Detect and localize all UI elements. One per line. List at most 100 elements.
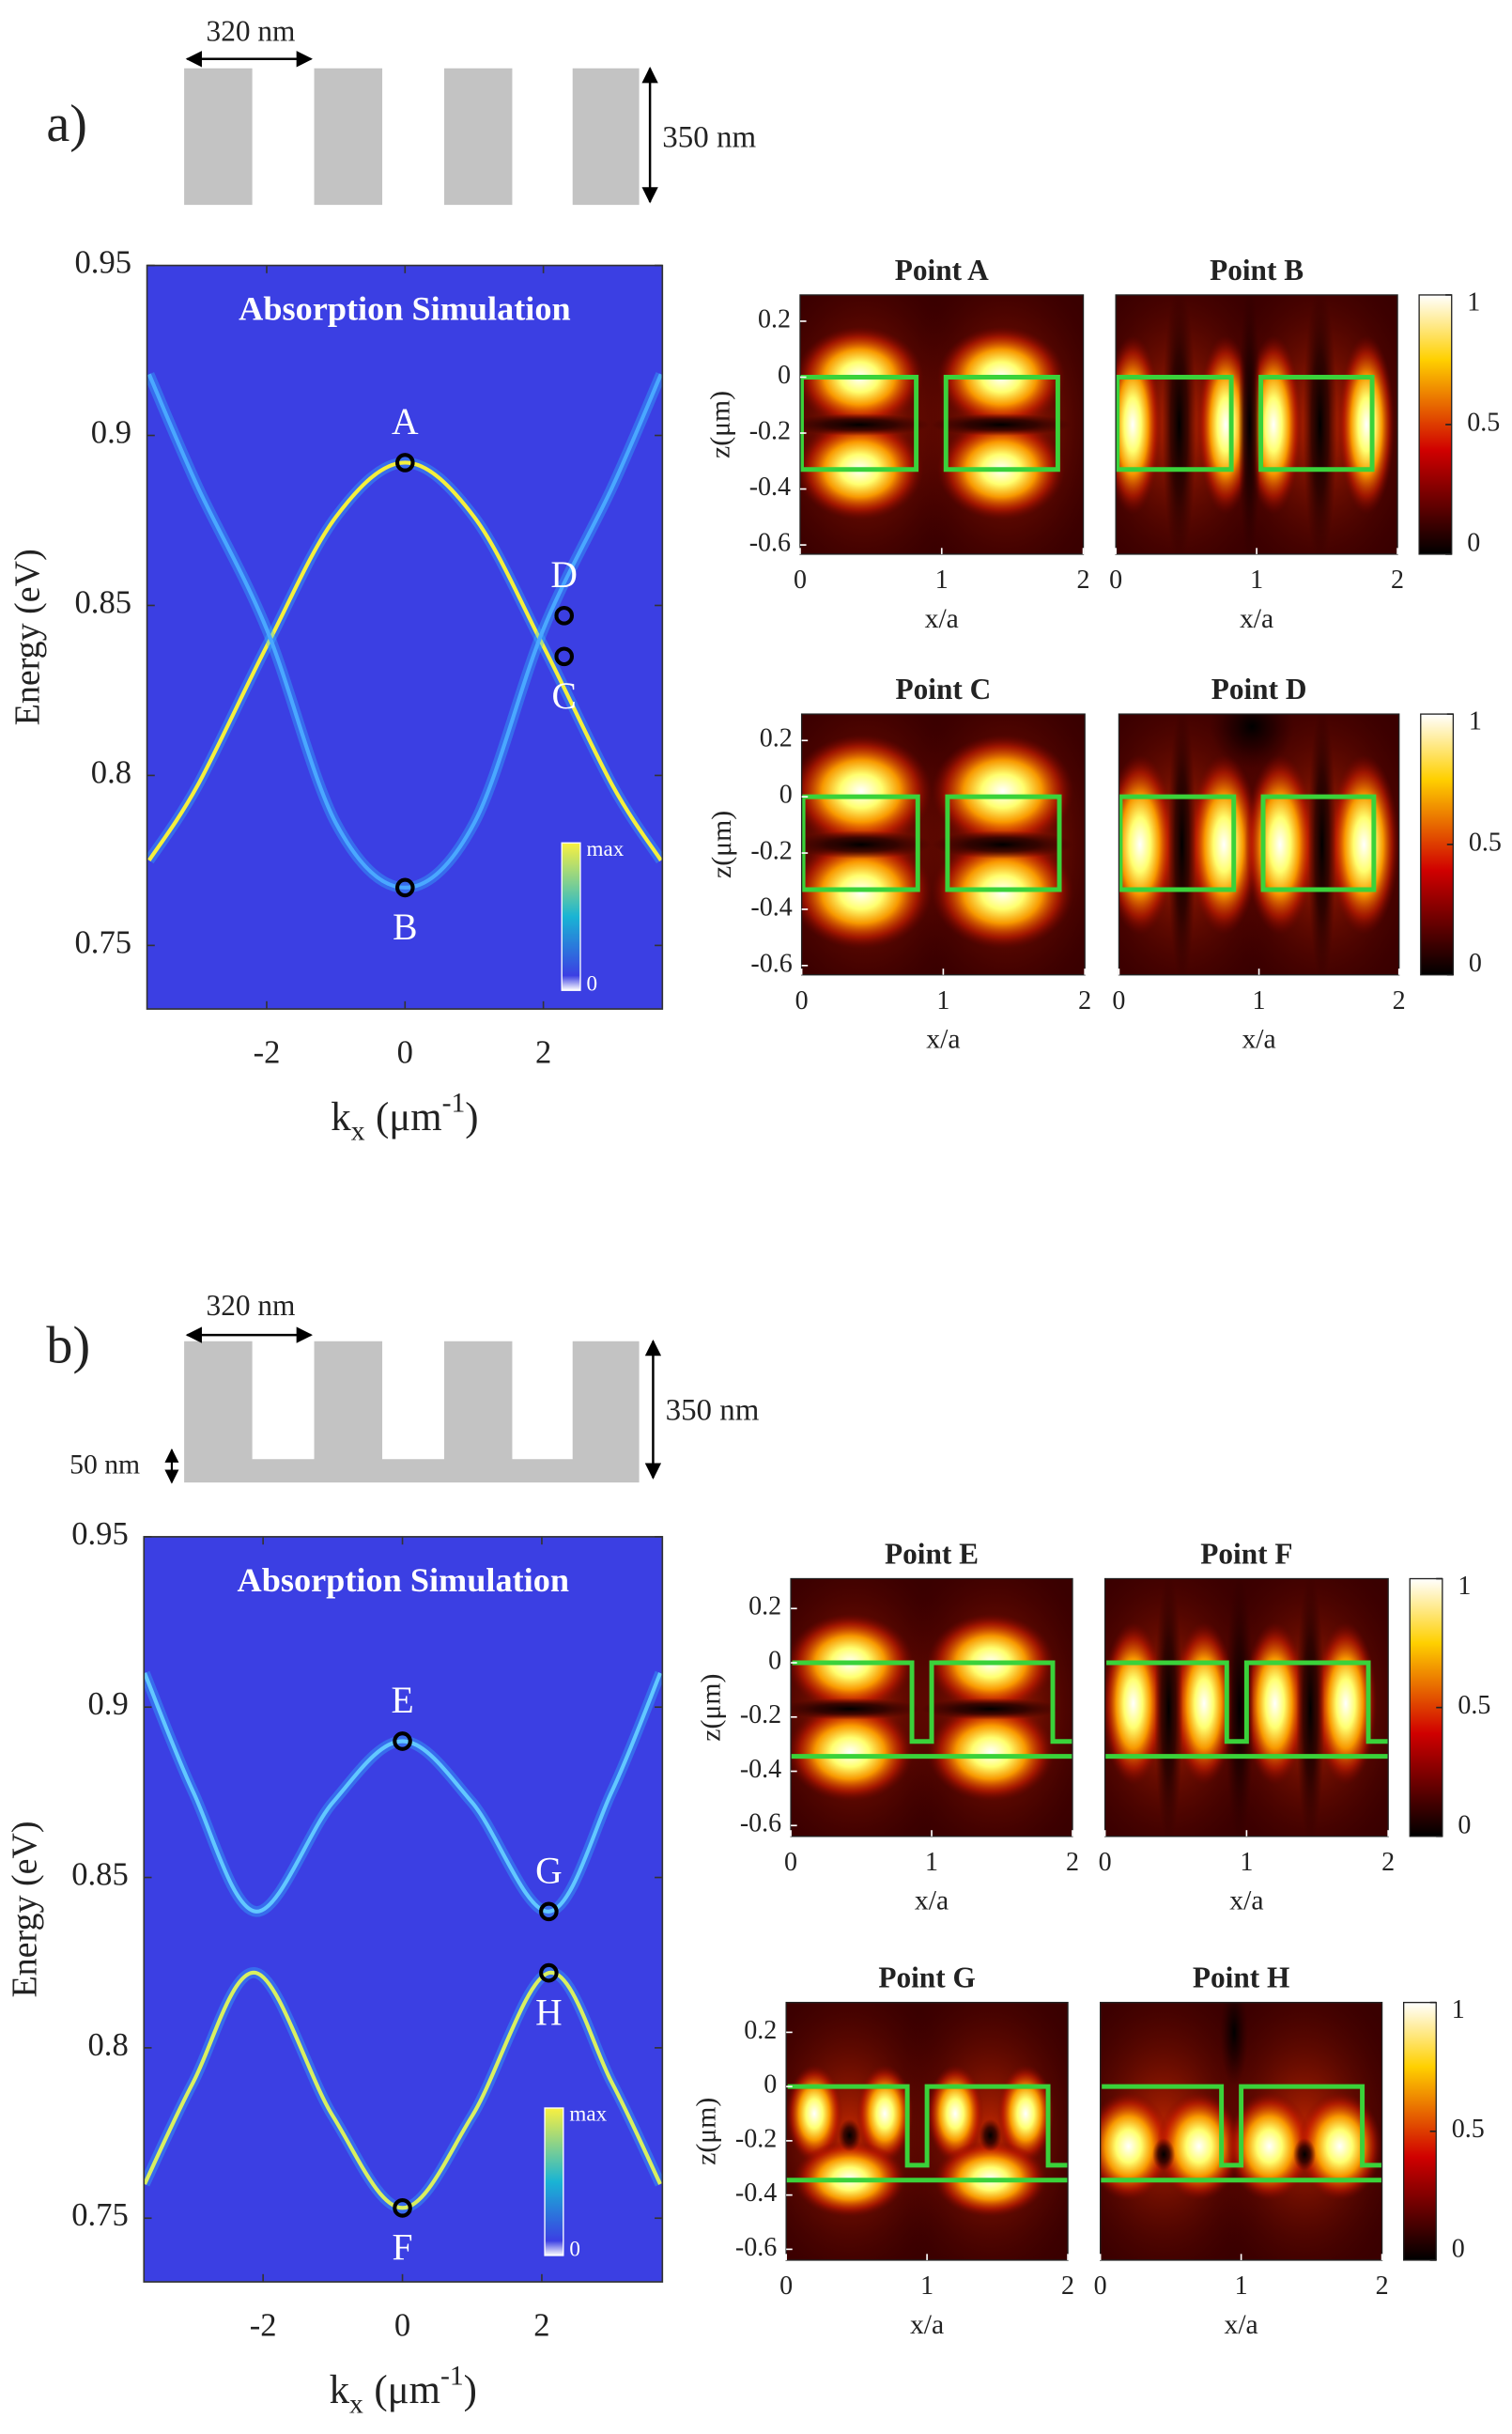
structure-outline <box>1100 2084 1382 2183</box>
y-tick-label: 0.9 <box>88 1686 129 1722</box>
y-tick-label: 0 <box>768 1646 781 1675</box>
x-axis-label: x/a <box>926 1025 960 1055</box>
colorbar-tick-label: 0.5 <box>1452 2115 1485 2144</box>
colorbar-tick-label: 0.5 <box>1469 828 1502 857</box>
colorbar-tick-label: 0 <box>1467 528 1480 557</box>
field-node <box>1238 294 1261 554</box>
structure-outline <box>801 794 1062 892</box>
x-tick-label: 2 <box>533 2308 549 2344</box>
field-node <box>932 830 1074 860</box>
field-lobe <box>932 836 1074 949</box>
x-axis-label: x/a <box>925 604 959 634</box>
colorbar-label: max <box>587 836 625 860</box>
band-line <box>147 460 663 862</box>
field-map <box>1119 714 1399 975</box>
x-tick-label: 1 <box>1240 1848 1253 1877</box>
x-axis-label-part: -1 <box>440 2361 464 2391</box>
field-lobe <box>1244 754 1316 935</box>
field-map <box>1116 294 1398 554</box>
x-axis-label: x/a <box>910 2310 944 2340</box>
field-lobe <box>927 2065 984 2163</box>
field-node <box>1167 714 1196 975</box>
x-tick-label: 2 <box>1391 566 1404 595</box>
point-marker <box>393 2198 412 2218</box>
x-tick-label: 0 <box>1112 986 1125 1015</box>
band-line <box>147 373 663 890</box>
x-tick-label: 2 <box>1078 986 1091 1015</box>
x-tick-label: 0 <box>394 2308 410 2344</box>
point-label: H <box>535 1992 563 2033</box>
x-axis-label: x/a <box>1225 2310 1258 2340</box>
x-axis-label-part: x <box>351 1116 365 1146</box>
x-axis-label-part: (μm <box>374 2368 440 2412</box>
diagram-a: a) 320 nm 350 nm <box>46 15 756 206</box>
base-label: 50 nm <box>69 1450 140 1480</box>
x-tick-label: 2 <box>1381 1848 1395 1877</box>
y-tick-label: 0.75 <box>71 2197 129 2233</box>
x-tick-label: 0 <box>1094 2271 1107 2301</box>
colorbar-tick-label: 0 <box>1469 949 1482 978</box>
y-tick-label: 0.8 <box>91 754 131 790</box>
x-axis-label: x/a <box>915 1886 949 1916</box>
x-tick-label: 0 <box>1109 566 1122 595</box>
pillar <box>184 68 253 206</box>
colorbar-tick-label: 0.5 <box>1467 408 1500 437</box>
y-tick-label: -0.2 <box>750 836 792 865</box>
pillar <box>443 68 513 206</box>
field-title: Point H <box>1193 1961 1289 1994</box>
structure-outline <box>799 375 1060 473</box>
point-marker <box>554 646 575 667</box>
field-node <box>799 413 931 436</box>
field-node <box>1152 2137 1176 2171</box>
point-marker <box>554 606 575 626</box>
point-label: F <box>393 2227 413 2269</box>
field-node <box>979 2118 1002 2152</box>
point-label: G <box>535 1850 563 1891</box>
y-tick-label: 0.8 <box>88 2027 129 2063</box>
x-tick-label: 2 <box>1066 1848 1079 1877</box>
x-tick-label: 2 <box>1393 986 1406 1015</box>
point-label: E <box>391 1680 413 1721</box>
panel-label: a) <box>46 95 87 153</box>
colorbar-tick-label: 1 <box>1469 706 1482 736</box>
field-node <box>1293 2137 1317 2171</box>
y-tick-label: -0.4 <box>740 1755 781 1784</box>
x-tick-label: 0 <box>795 986 809 1015</box>
x-tick-label: -2 <box>254 1035 281 1071</box>
colorbar <box>561 842 581 991</box>
field-map <box>799 294 1084 554</box>
y-axis-label: z(μm) <box>707 811 737 878</box>
x-tick-label: 1 <box>936 986 949 1015</box>
point-label: B <box>393 907 417 948</box>
y-tick-label: 0.75 <box>75 924 132 960</box>
y-tick-label: 0.2 <box>748 1592 781 1621</box>
structure-outline <box>1116 375 1375 473</box>
field-map <box>1100 2002 1382 2260</box>
point-marker <box>539 1962 559 1983</box>
field-map <box>791 1578 1072 1837</box>
point-label: D <box>550 554 578 596</box>
x-tick-label: 2 <box>1376 2271 1389 2301</box>
y-tick-label: 0.2 <box>758 304 791 333</box>
x-tick-label: 0 <box>794 566 807 595</box>
y-tick-label: -0.2 <box>735 2124 777 2153</box>
plot-title: Absorption Simulation <box>239 289 570 327</box>
y-tick-label: 0.85 <box>71 1856 129 1892</box>
x-axis-label: kx (μm-1) <box>331 1088 478 1146</box>
x-axis-label-part: k <box>331 1095 351 1139</box>
panel-label: b) <box>46 1316 90 1374</box>
y-tick-label: -0.2 <box>749 416 791 445</box>
y-tick-label: 0.85 <box>75 584 132 620</box>
structure-outline <box>791 1660 1072 1760</box>
field-lobe <box>1227 2091 1312 2201</box>
colorbar-label: max <box>569 2101 607 2126</box>
grating <box>184 1341 640 1483</box>
colorbar-label: 0 <box>587 971 598 996</box>
point-marker <box>394 453 415 473</box>
height-label: 350 nm <box>662 120 756 154</box>
period-label: 320 nm <box>207 15 296 48</box>
y-tick-label: 0.95 <box>71 1516 129 1552</box>
field-title: Point E <box>885 1538 979 1571</box>
x-tick-label: 1 <box>935 566 949 595</box>
